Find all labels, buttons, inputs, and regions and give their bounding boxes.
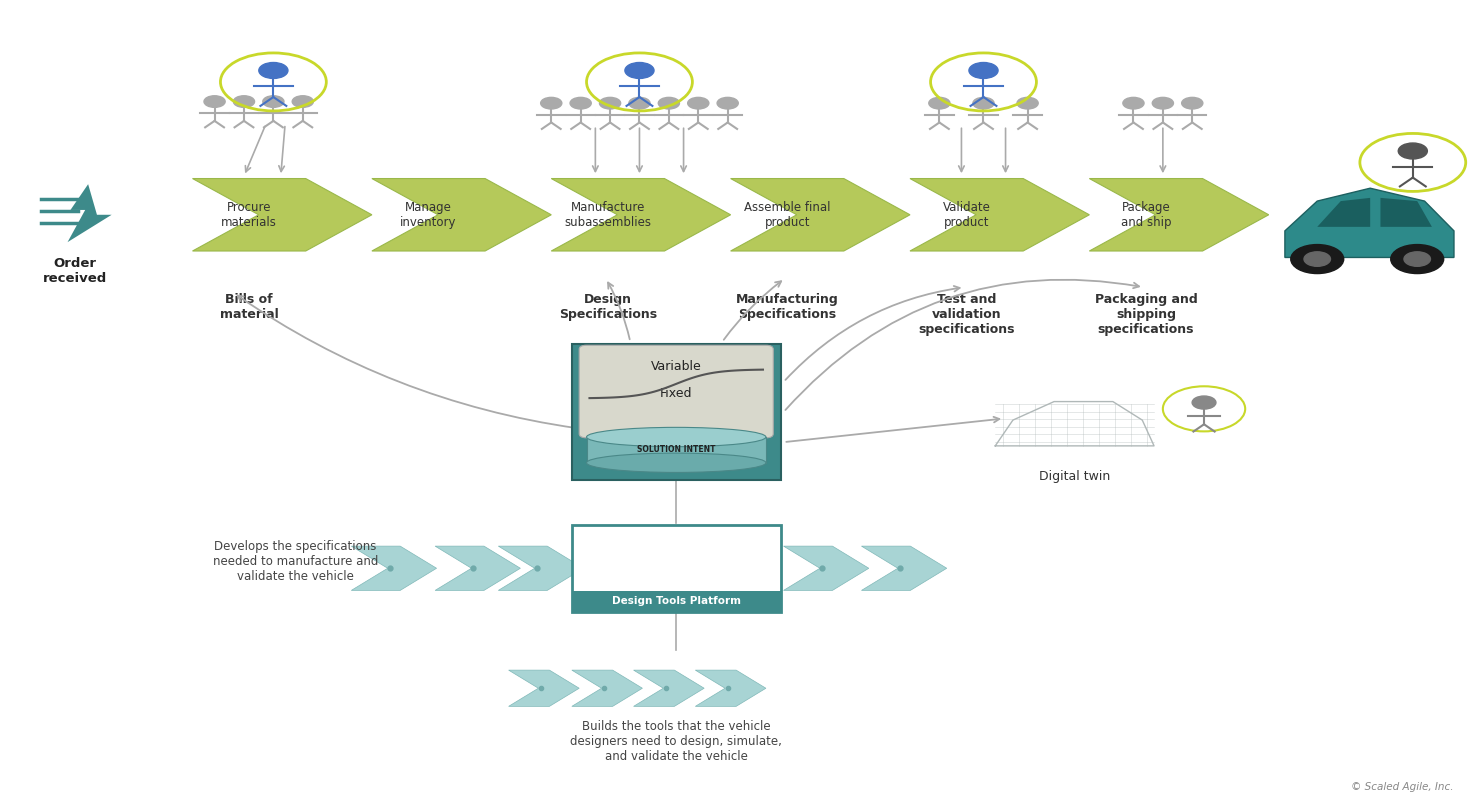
Circle shape [541, 98, 561, 109]
Polygon shape [371, 179, 551, 251]
Text: Digital twin: Digital twin [1038, 470, 1111, 483]
Text: Package
and ship: Package and ship [1121, 200, 1171, 229]
Polygon shape [1317, 198, 1370, 227]
Polygon shape [1284, 188, 1454, 258]
FancyBboxPatch shape [572, 343, 781, 481]
Polygon shape [435, 546, 520, 591]
Polygon shape [508, 670, 579, 706]
Text: Manufacturing
Specifications: Manufacturing Specifications [736, 292, 838, 321]
Circle shape [292, 96, 314, 107]
FancyBboxPatch shape [579, 345, 773, 438]
Ellipse shape [586, 453, 766, 473]
Polygon shape [910, 179, 1090, 251]
Text: Manufacture
subassemblies: Manufacture subassemblies [564, 200, 651, 229]
FancyBboxPatch shape [586, 437, 766, 463]
Circle shape [262, 96, 284, 107]
Text: Validate
product: Validate product [943, 200, 990, 229]
Circle shape [1290, 245, 1343, 274]
FancyBboxPatch shape [572, 524, 781, 612]
Circle shape [1181, 98, 1203, 109]
Text: Builds the tools that the vehicle
designers need to design, simulate,
and valida: Builds the tools that the vehicle design… [570, 721, 782, 764]
Circle shape [259, 62, 287, 78]
Circle shape [658, 98, 679, 109]
Circle shape [1016, 98, 1038, 109]
Polygon shape [1090, 179, 1268, 251]
Polygon shape [695, 670, 766, 706]
Polygon shape [731, 179, 910, 251]
Circle shape [969, 62, 999, 78]
Text: Bills of
material: Bills of material [219, 292, 278, 321]
Circle shape [629, 98, 650, 109]
Polygon shape [551, 179, 731, 251]
Circle shape [625, 62, 654, 78]
Circle shape [1122, 98, 1145, 109]
Circle shape [233, 96, 255, 107]
Circle shape [1304, 252, 1330, 267]
Polygon shape [193, 179, 371, 251]
Ellipse shape [586, 427, 766, 447]
Circle shape [600, 98, 620, 109]
Polygon shape [351, 546, 436, 591]
Polygon shape [784, 546, 869, 591]
Circle shape [1152, 98, 1174, 109]
Circle shape [1404, 252, 1430, 267]
Text: Procure
materials: Procure materials [221, 200, 277, 229]
Text: SOLUTION INTENT: SOLUTION INTENT [636, 445, 716, 454]
Circle shape [688, 98, 709, 109]
FancyBboxPatch shape [572, 591, 781, 612]
Text: Fixed: Fixed [660, 387, 692, 400]
Text: Variable: Variable [651, 360, 701, 372]
Circle shape [972, 98, 994, 109]
Circle shape [929, 98, 950, 109]
Text: Develops the specifications
needed to manufacture and
validate the vehicle: Develops the specifications needed to ma… [212, 541, 379, 583]
Polygon shape [572, 670, 642, 706]
Polygon shape [498, 546, 583, 591]
Circle shape [203, 96, 225, 107]
Polygon shape [862, 546, 947, 591]
Circle shape [717, 98, 738, 109]
Polygon shape [1380, 198, 1432, 227]
Circle shape [570, 98, 591, 109]
Text: Order
received: Order received [43, 258, 108, 285]
Polygon shape [68, 184, 112, 242]
Text: Manage
inventory: Manage inventory [401, 200, 457, 229]
Text: Design
Specifications: Design Specifications [558, 292, 657, 321]
Text: Assemble final
product: Assemble final product [744, 200, 831, 229]
Circle shape [1192, 396, 1215, 409]
Text: © Scaled Agile, Inc.: © Scaled Agile, Inc. [1351, 782, 1454, 792]
Circle shape [1398, 143, 1427, 159]
Text: Design Tools Platform: Design Tools Platform [611, 596, 741, 606]
Polygon shape [633, 670, 704, 706]
Text: Packaging and
shipping
specifications: Packaging and shipping specifications [1094, 292, 1198, 336]
Circle shape [1391, 245, 1444, 274]
Text: Test and
validation
specifications: Test and validation specifications [918, 292, 1015, 336]
